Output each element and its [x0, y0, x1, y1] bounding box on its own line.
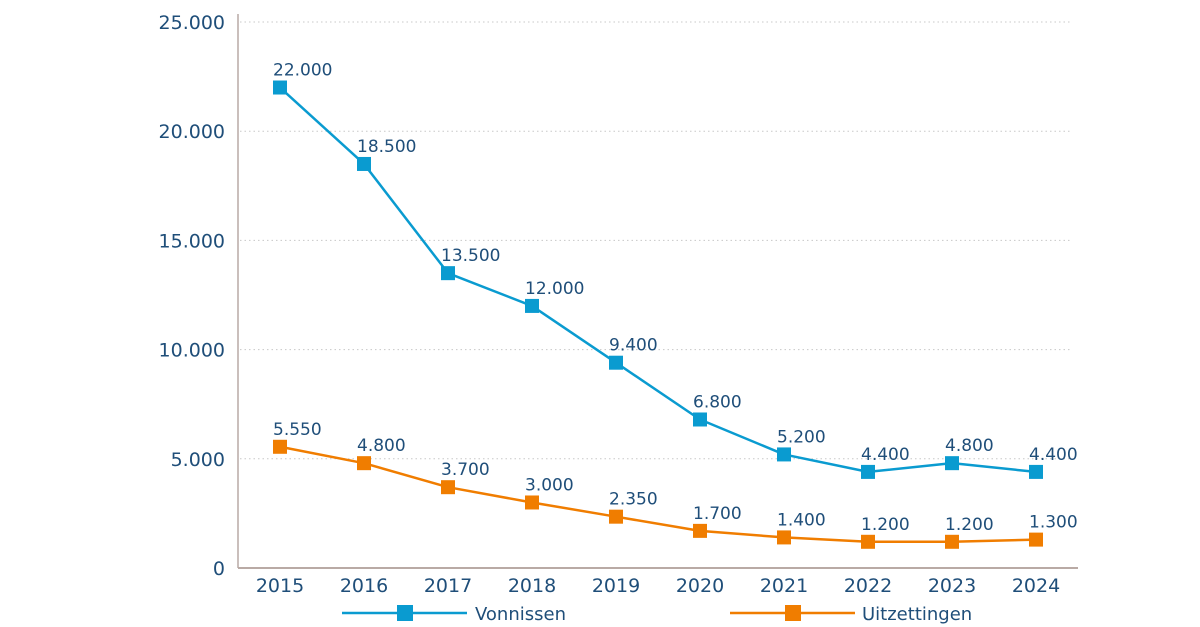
data-point-marker	[525, 298, 539, 313]
legend-label: Vonnissen	[475, 604, 566, 625]
x-tick-label: 2018	[508, 575, 556, 597]
x-tick-label: 2022	[844, 575, 892, 597]
data-point-marker	[525, 495, 539, 510]
legend-marker	[397, 605, 413, 621]
data-label: 4.800	[945, 436, 994, 456]
y-tick-label: 5.000	[171, 449, 225, 471]
series-group: 22.000 18.500 13.500 12.000 9.400 6.800 5.200 4…	[273, 61, 1078, 549]
data-point-marker	[273, 439, 287, 454]
data-point-marker	[861, 464, 875, 479]
y-axis-ticks: 0 5.000 10.000 15.000 20.000 25.000	[159, 12, 225, 580]
y-tick-label: 25.000	[159, 12, 225, 34]
data-point-marker	[1029, 464, 1043, 479]
series-line	[279, 86, 1037, 474]
data-point-marker	[357, 156, 371, 171]
x-tick-label: 2019	[592, 575, 640, 597]
series-line	[279, 445, 1037, 544]
data-label: 1.300	[1029, 513, 1078, 533]
y-tick-label: 15.000	[159, 230, 225, 252]
data-label: 12.000	[525, 279, 584, 299]
data-label: 3.000	[525, 475, 574, 495]
legend-item-uitzettingen: Uitzettingen	[730, 604, 972, 625]
data-point-marker	[945, 534, 959, 549]
data-label: 4.400	[861, 445, 910, 465]
data-label: 1.200	[945, 515, 994, 535]
y-tick-label: 20.000	[159, 121, 225, 143]
x-tick-label: 2021	[760, 575, 808, 597]
y-tick-label: 10.000	[159, 340, 225, 362]
data-label: 22.000	[273, 61, 332, 81]
legend-marker	[785, 605, 801, 621]
data-label: 4.800	[357, 436, 406, 456]
y-tick-label: 0	[213, 558, 225, 580]
data-point-marker	[1029, 532, 1043, 547]
data-point-marker	[357, 456, 371, 471]
legend-item-vonnissen: Vonnissen	[342, 604, 566, 625]
data-label: 5.200	[777, 427, 826, 447]
x-tick-label: 2017	[424, 575, 472, 597]
data-label: 2.350	[609, 490, 658, 510]
x-tick-label: 2023	[928, 575, 976, 597]
x-tick-label: 2016	[340, 575, 388, 597]
axes	[237, 14, 1078, 569]
x-tick-label: 2015	[256, 575, 304, 597]
legend: Vonnissen Uitzettingen	[342, 604, 972, 625]
legend-label: Uitzettingen	[862, 604, 972, 625]
series-vonnissen: 22.000 18.500 13.500 12.000 9.400 6.800 5.200 4…	[273, 61, 1078, 479]
data-point-marker	[945, 456, 959, 471]
gridlines	[240, 21, 1070, 460]
data-point-marker	[777, 447, 791, 462]
data-point-marker	[609, 355, 623, 370]
data-point-marker	[693, 523, 707, 538]
x-axis-ticks: 2015 2016 2017 2018 2019 2020 2021 2022 2023 2024	[256, 575, 1060, 597]
data-point-marker	[609, 509, 623, 524]
series-uitzettingen: 5.550 4.800 3.700 3.000 2.350 1.700 1.400 1.200…	[273, 420, 1078, 549]
data-label: 9.400	[609, 336, 658, 356]
x-tick-label: 2020	[676, 575, 724, 597]
data-point-marker	[693, 412, 707, 427]
data-point-marker	[861, 534, 875, 549]
data-label: 4.400	[1029, 445, 1078, 465]
data-label: 1.400	[777, 510, 826, 530]
data-label: 1.700	[693, 504, 742, 524]
data-label: 6.800	[693, 392, 742, 412]
data-point-marker	[441, 266, 455, 281]
data-label: 3.700	[441, 460, 490, 480]
data-point-marker	[273, 80, 287, 95]
data-label: 13.500	[441, 246, 500, 266]
data-label: 18.500	[357, 137, 416, 157]
data-point-marker	[441, 480, 455, 495]
data-point-marker	[777, 530, 791, 545]
x-tick-label: 2024	[1012, 575, 1060, 597]
data-label: 5.550	[273, 420, 322, 440]
data-label: 1.200	[861, 515, 910, 535]
